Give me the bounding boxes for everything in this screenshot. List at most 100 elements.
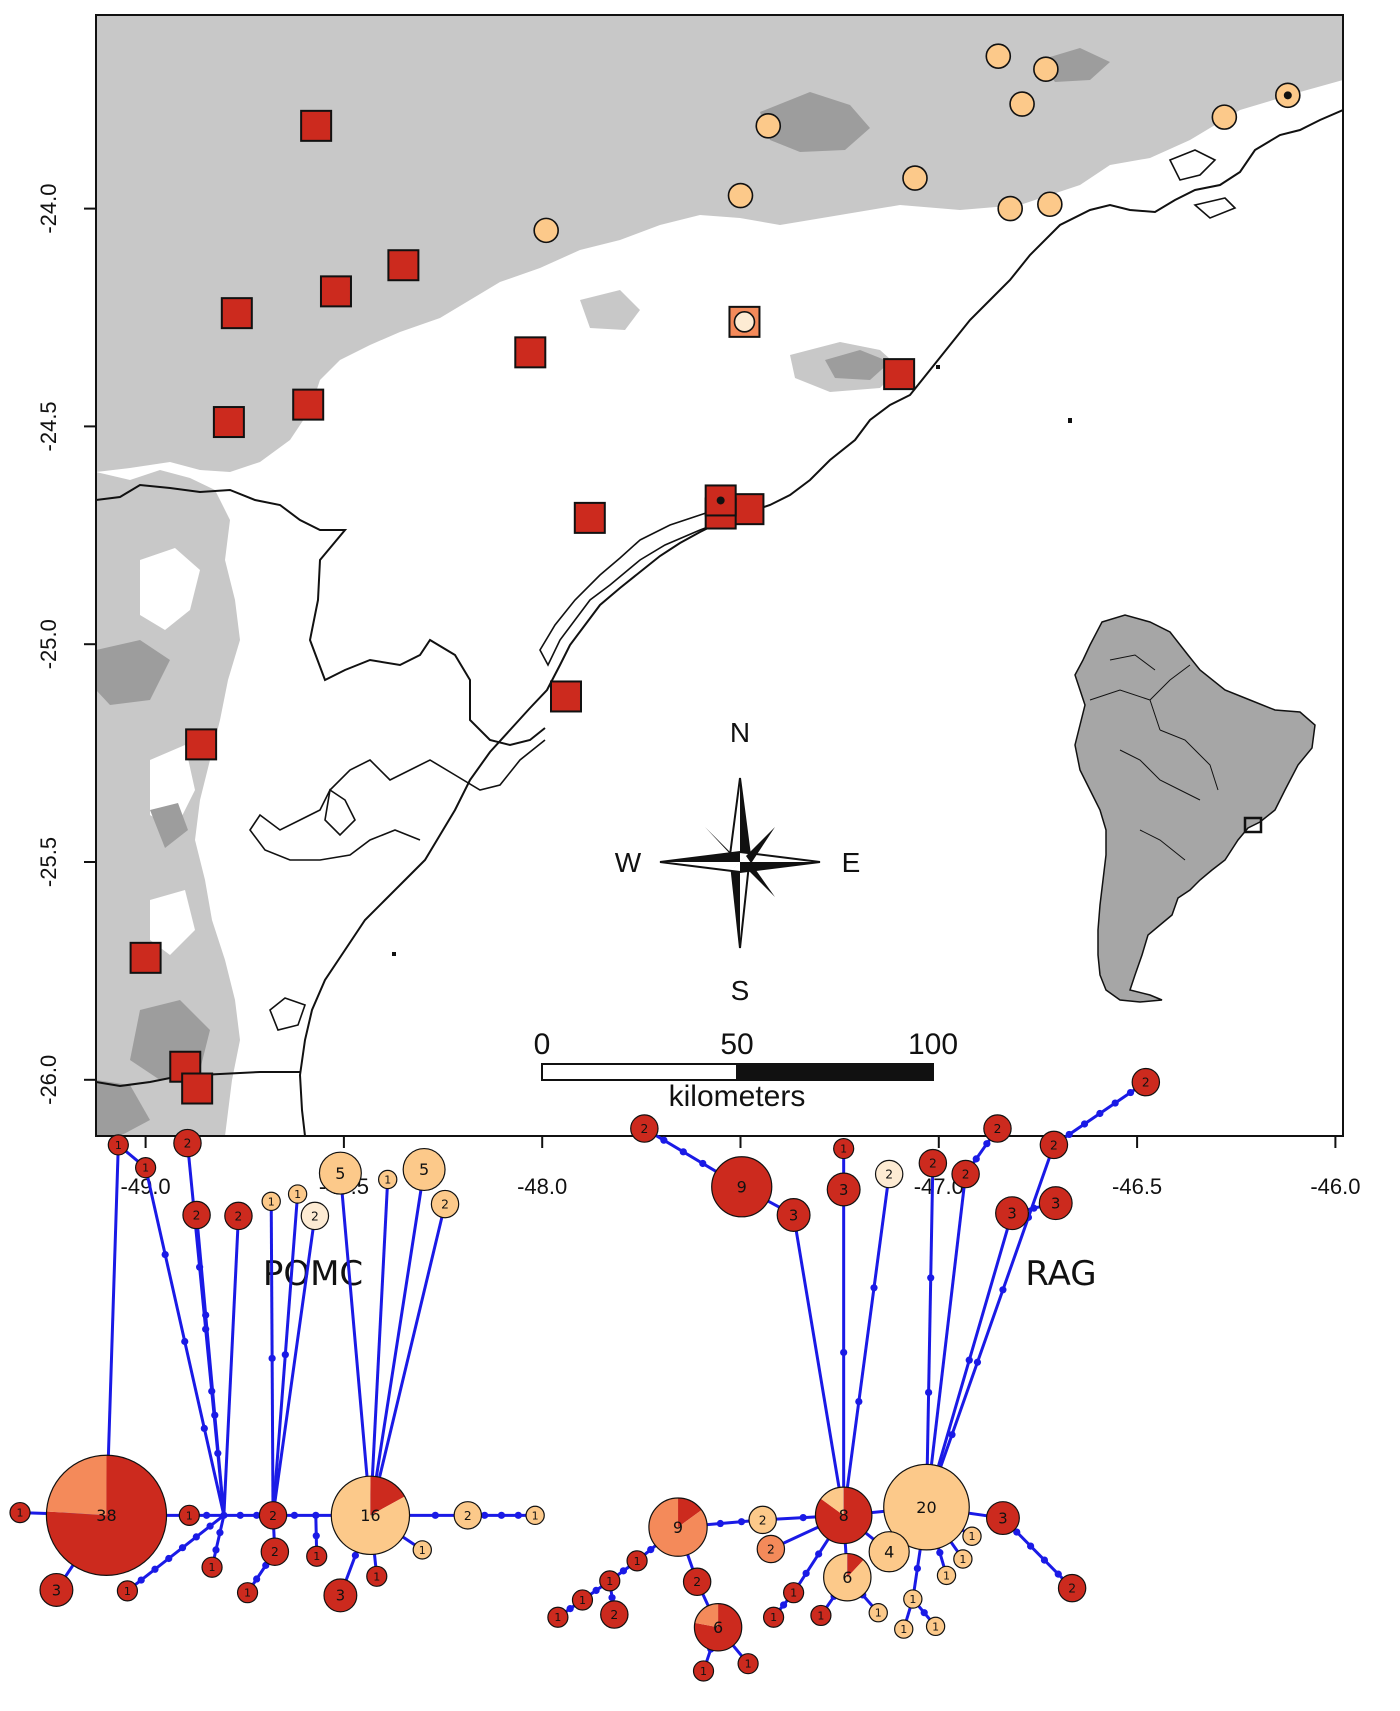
rag-haplotype-count: 1 <box>745 1658 752 1671</box>
pomc-haplotype-node: 1 <box>135 1157 157 1179</box>
pomc-haplotype-node: 3 <box>323 1578 358 1613</box>
rag-haplotype-count: 3 <box>839 1182 848 1199</box>
pomc-haplotype-count: 2 <box>464 1509 472 1523</box>
pomc-mutation-step <box>236 1511 244 1519</box>
rag-haplotype-count: 1 <box>554 1611 561 1624</box>
pomc-haplotype-count: 1 <box>186 1509 193 1522</box>
site-circle-pale <box>733 311 756 333</box>
pomc-haplotype-slice <box>39 1572 74 1607</box>
pomc-haplotype-slice <box>178 1504 200 1526</box>
pomc-haplotype-node: 1 <box>366 1565 388 1587</box>
pomc-mutation-step <box>268 1354 276 1362</box>
rag-mutation-step <box>619 1567 628 1575</box>
rag-haplotype-count: 2 <box>1142 1076 1150 1090</box>
pomc-haplotype-slice <box>224 1201 253 1231</box>
rag-haplotype-node: 2 <box>918 1148 948 1178</box>
pomc-haplotype-slice <box>525 1505 545 1526</box>
pomc-haplotype-count: 5 <box>419 1160 429 1179</box>
rag-haplotype-slice <box>762 1606 785 1628</box>
rag-haplotype-slice <box>1038 1186 1073 1221</box>
rag-haplotype-slice <box>547 1606 569 1628</box>
pomc-haplotype-slice <box>260 1537 290 1566</box>
rag-haplotype-slice <box>711 1156 773 1218</box>
rag-haplotype-node: 3 <box>826 1172 861 1207</box>
compass-diagonals <box>705 827 775 897</box>
pomc-link <box>368 1179 390 1516</box>
rag-haplotype-node: 1 <box>868 1603 888 1623</box>
site-square-red <box>181 1072 214 1105</box>
rag-haplotype-count: 1 <box>840 1143 847 1156</box>
site-square-red <box>300 109 333 142</box>
pomc-haplotype-slice <box>412 1540 432 1560</box>
pomc-mutation-step <box>192 1533 200 1541</box>
rag-haplotype-node: 1 <box>692 1660 715 1682</box>
highland-peak <box>150 803 188 848</box>
highland-peak <box>825 350 890 380</box>
pomc-haplotype-slice <box>107 1134 129 1156</box>
rag-haplotype-count: 2 <box>610 1608 618 1622</box>
rag-haplotype-node: 6 <box>823 1552 872 1602</box>
rag-haplotype-node: 9 <box>711 1156 773 1218</box>
rag-haplotype-node: 2 <box>874 1159 904 1189</box>
rag-haplotype-count: 4 <box>884 1542 894 1561</box>
pomc-link <box>368 1203 447 1516</box>
compass-rose: N S E W <box>615 717 861 1006</box>
pomc-haplotype-count: 1 <box>142 1162 149 1175</box>
pomc-haplotype-count: 2 <box>193 1208 201 1222</box>
rag-mutation-step <box>566 1605 574 1613</box>
rag-mutation-step <box>737 1518 746 1526</box>
rag-haplotype-node: 2 <box>951 1159 980 1189</box>
pomc-haplotype-count: 2 <box>441 1197 449 1211</box>
site-circle-orange <box>727 182 754 209</box>
pomc-haplotype-outline <box>330 1475 411 1556</box>
rag-mutation-step <box>1126 1088 1135 1097</box>
pomc-haplotype-node: 1 <box>287 1184 308 1204</box>
rag-mutation-step <box>948 1431 956 1439</box>
rag-haplotype-node: 20 <box>883 1463 970 1551</box>
pomc-haplotype-count: 2 <box>269 1509 277 1523</box>
rag-haplotype-count: 2 <box>640 1122 648 1136</box>
site-square-red <box>573 501 606 534</box>
rag-haplotype-slice <box>918 1148 948 1178</box>
rag-haplotype-slice <box>823 1553 871 1601</box>
rag-haplotype-slice <box>883 1463 970 1551</box>
site-circle-orange <box>985 43 1012 69</box>
pomc-haplotype-count: 1 <box>124 1585 131 1598</box>
rag-haplotype-count: 2 <box>885 1167 893 1181</box>
rag-haplotype-slice <box>874 1159 904 1189</box>
site-circle-orange <box>997 195 1023 222</box>
pomc-haplotype-node: 2 <box>260 1537 290 1566</box>
site-circle-orange <box>902 165 928 191</box>
rag-haplotype-outline <box>693 1603 743 1652</box>
site-square-red <box>319 275 352 308</box>
rag-mutation-step <box>1027 1542 1035 1550</box>
rag-haplotype-slice <box>995 1196 1030 1231</box>
x-tick-label: -46.5 <box>1112 1174 1162 1199</box>
study-area-marker <box>1243 816 1263 834</box>
pomc-mutation-step <box>253 1511 261 1519</box>
compass-n-label: N <box>730 717 750 748</box>
sample-sites <box>129 43 1301 1105</box>
rag-haplotype-count: 2 <box>994 1122 1002 1136</box>
scale-bar: 0 50 100 kilometers <box>534 1028 958 1113</box>
site-circle-orange <box>1033 56 1059 83</box>
pomc-haplotype-node: 1 <box>236 1582 259 1604</box>
pomc-mutation-step <box>514 1511 522 1519</box>
rag-haplotype-node: 1 <box>925 1616 946 1637</box>
rag-haplotype-count: 1 <box>968 1530 975 1543</box>
rag-haplotype-count: 3 <box>998 1510 1007 1527</box>
rag-haplotype-slice <box>783 1582 805 1604</box>
rag-mutation-step <box>716 1519 724 1528</box>
pomc-haplotype-slice <box>300 1201 330 1231</box>
rag-haplotype-node: 1 <box>626 1550 648 1572</box>
rag-link <box>842 1173 891 1516</box>
rag-mutation-step <box>802 1569 810 1577</box>
scale-bar-black-segment <box>736 1063 934 1081</box>
rag-haplotype-count: 9 <box>673 1518 683 1537</box>
rag-haplotype-slice <box>936 1565 957 1586</box>
rag-haplotype-count: 1 <box>900 1623 907 1636</box>
rag-haplotype-slice <box>951 1159 980 1189</box>
